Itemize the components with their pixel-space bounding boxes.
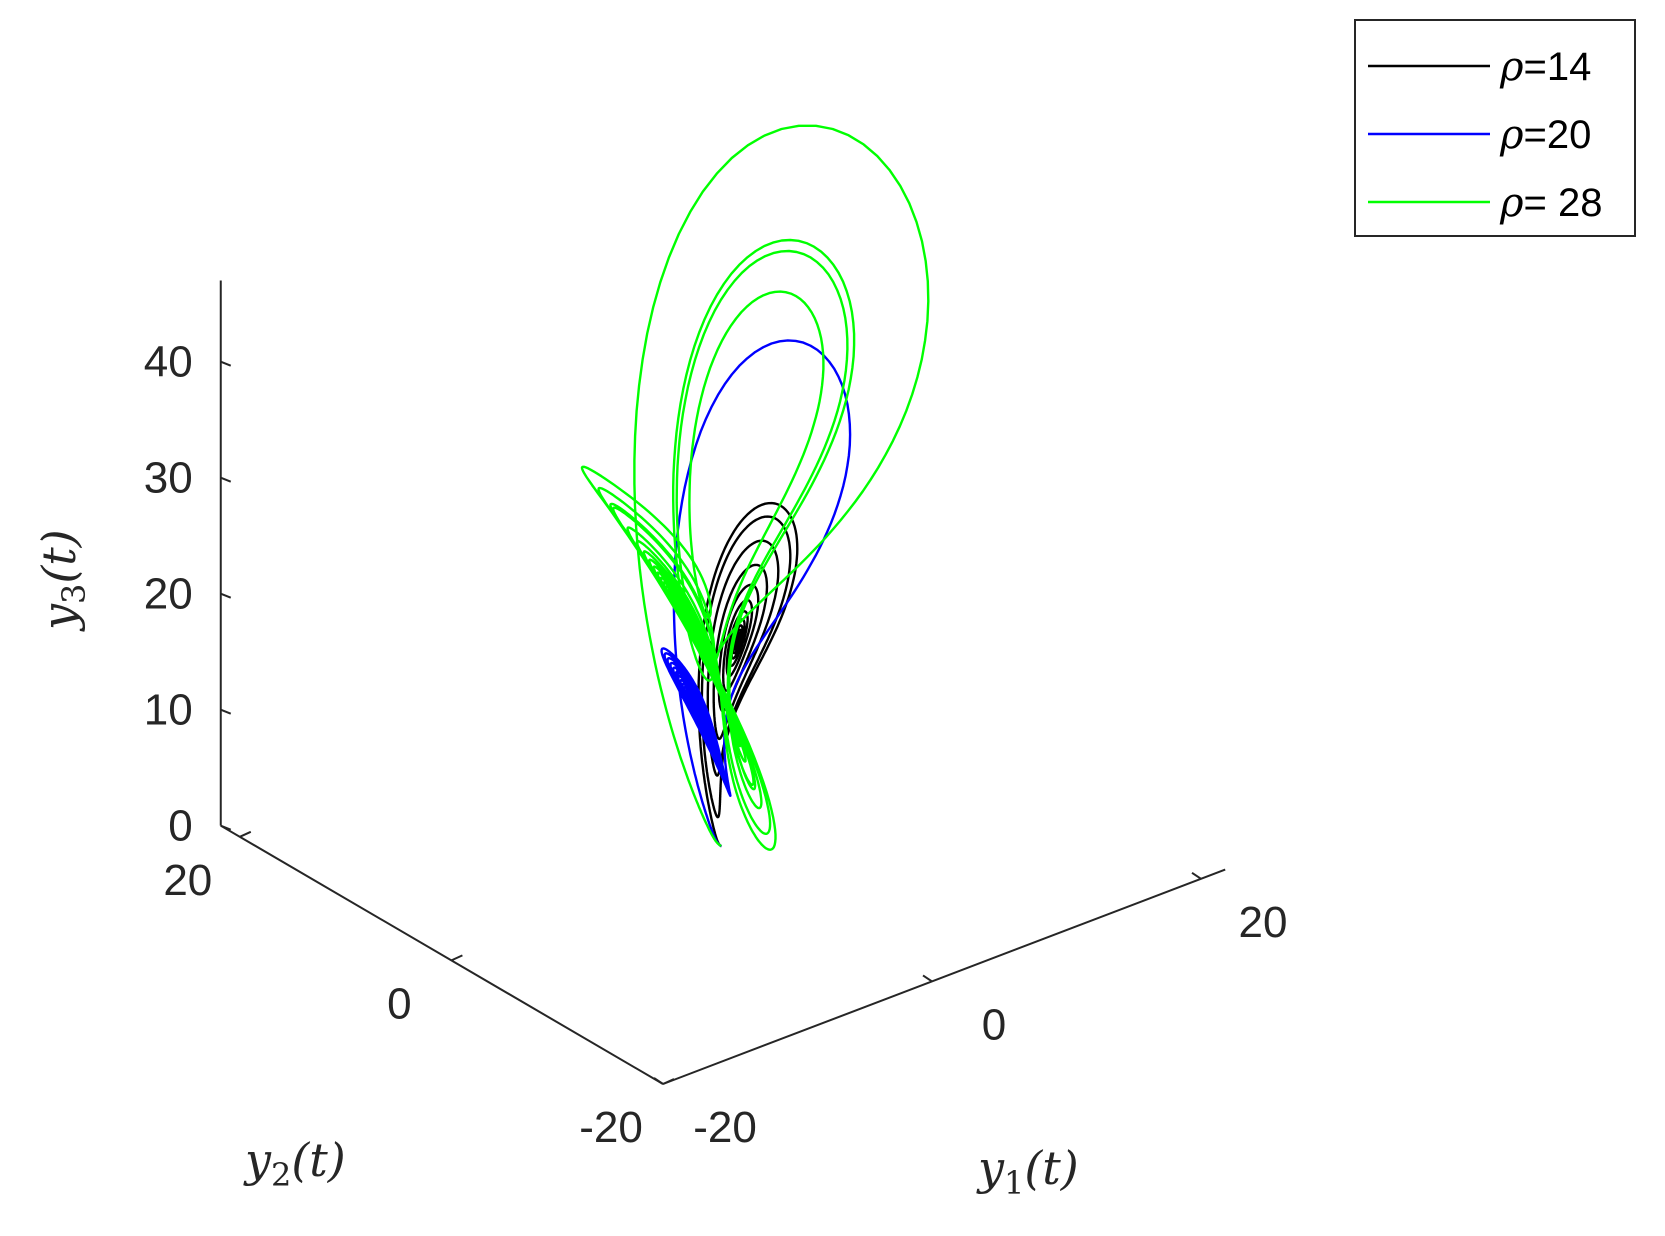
legend-entry-label: ρ=14 [1499, 44, 1591, 90]
axis-labels: y1(t) y2(t) y3(t) [32, 529, 1079, 1202]
z-tick-mark [220, 476, 232, 483]
x-tick-label: -20 [693, 1103, 757, 1152]
z-tick-label: 0 [168, 802, 192, 851]
legend-entry-label: ρ= 28 [1499, 180, 1602, 226]
legend-box [1354, 19, 1636, 237]
y-axis-line [220, 824, 664, 1085]
x-tick-mark [922, 974, 933, 983]
legend: ρ=14 ρ=20 ρ= 28 [1354, 19, 1636, 237]
tick-labels: -20 0 20 -20 0 20 0 10 20 30 40 [144, 338, 1288, 1152]
x-tick-mark [1191, 871, 1202, 880]
z-tick-label: 30 [144, 454, 193, 503]
z-tick-label: 20 [144, 570, 193, 619]
y-tick-label: 20 [163, 856, 212, 905]
x-axis-label: y1(t) [976, 1141, 1079, 1202]
y-tick-mark [239, 830, 252, 838]
z-tick-mark [220, 824, 232, 831]
x-axis-line [662, 868, 1226, 1085]
z-axis-label: y3(t) [32, 529, 93, 632]
z-tick-mark [220, 360, 232, 367]
legend-entry-label: ρ=20 [1499, 112, 1591, 158]
x-tick-label: 20 [1239, 898, 1288, 947]
series-curves [580, 124, 930, 851]
x-tick-label: 0 [982, 1000, 1006, 1049]
series-line-rho-20 [660, 339, 852, 848]
y-tick-label: 0 [387, 979, 411, 1028]
y-axis-label: y2(t) [243, 1133, 346, 1194]
z-tick-label: 40 [144, 338, 193, 387]
y-tick-mark [662, 1078, 675, 1085]
z-tick-label: 10 [144, 686, 193, 735]
z-tick-mark [220, 592, 232, 599]
y-tick-mark [450, 954, 463, 962]
series-line-rho-14 [697, 501, 799, 848]
x-tick-mark [653, 1077, 664, 1085]
series-line-rho-28 [580, 124, 930, 851]
y-tick-label: -20 [579, 1103, 643, 1152]
z-tick-mark [220, 708, 232, 715]
axes-group [219, 280, 1226, 1085]
